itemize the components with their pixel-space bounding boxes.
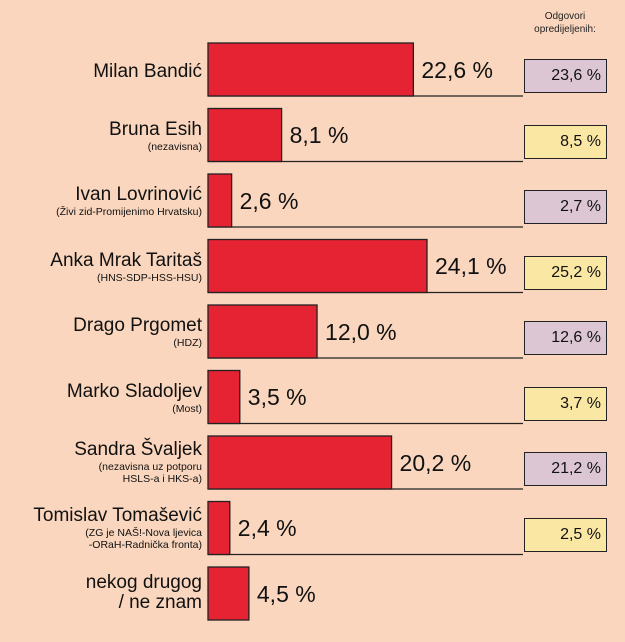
party-label-line: -ORaH-Radnička fronta) bbox=[88, 538, 202, 551]
bar bbox=[207, 107, 283, 163]
bar bbox=[207, 173, 233, 228]
value-label: 8,1 % bbox=[289, 122, 349, 148]
candidate-name: Tomislav Tomašević bbox=[33, 504, 202, 526]
party-label-line: (nezavisna uz potporu bbox=[98, 461, 202, 473]
value-label: 2,4 % bbox=[237, 515, 297, 541]
candidate-name: nekog drugog bbox=[85, 572, 202, 593]
decided-value-box: 12,6 % bbox=[524, 321, 607, 355]
party-label-line: (Most) bbox=[172, 402, 202, 415]
value-label: 24,1 % bbox=[435, 253, 507, 279]
decided-value-box: 2,7 % bbox=[524, 190, 607, 224]
party-label: (ZG je NAŠ!-Nova ljevica -ORaH-Radnička f… bbox=[85, 527, 202, 551]
party-label: (Most) bbox=[172, 403, 202, 415]
decided-value-box: 8,5 % bbox=[524, 124, 607, 159]
decided-value-box: 2,5 % bbox=[524, 517, 607, 552]
candidate-name: Marko Sladoljev bbox=[66, 380, 202, 402]
party-label-line: HSLS-a i HKS-a) bbox=[122, 473, 202, 485]
party-label: (HNS-SDP-HSS-HSU) bbox=[97, 272, 202, 284]
bar bbox=[207, 238, 428, 294]
value-label: 4,5 % bbox=[256, 580, 316, 607]
candidate-name-line-2: / ne znam bbox=[118, 592, 202, 613]
candidate-name: Drago Prgomet bbox=[73, 315, 202, 336]
candidate-name: Ivan Lovrinović bbox=[75, 184, 202, 205]
party-label-line: (HNS-SDP-HSS-HSU) bbox=[97, 271, 202, 284]
decided-value-box: 21,2 % bbox=[524, 452, 607, 486]
bar bbox=[207, 304, 318, 359]
bar bbox=[207, 42, 415, 97]
decided-answers-header: Odgovori opredijeljenih: bbox=[515, 10, 615, 36]
party-label-line: (HDZ) bbox=[173, 337, 202, 349]
party-label: (nezavisna uz potporu HSLS-a i HKS-a) bbox=[99, 461, 202, 485]
decided-value-box: 25,2 % bbox=[524, 255, 607, 290]
party-label: (Živi zid-Promijenimo Hrvatsku) bbox=[56, 206, 202, 218]
value-label: 20,2 % bbox=[399, 449, 472, 476]
bar bbox=[207, 369, 241, 425]
candidate-name: Bruna Esih bbox=[109, 118, 202, 140]
decided-value-box: 3,7 % bbox=[524, 386, 607, 421]
party-label: (HDZ) bbox=[173, 337, 202, 349]
header-line-1: Odgovori bbox=[544, 11, 586, 22]
bar bbox=[207, 500, 231, 556]
party-label-line: (Živi zid-Promijenimo Hrvatsku) bbox=[56, 206, 202, 218]
bar bbox=[207, 435, 393, 490]
value-label: 3,5 % bbox=[247, 384, 307, 410]
candidate-name: Milan Bandić bbox=[93, 61, 202, 82]
value-label: 22,6 % bbox=[421, 56, 493, 83]
party-label: (nezavisna) bbox=[148, 141, 202, 153]
party-label-line: (ZG je NAŠ!-Nova ljevica bbox=[85, 526, 202, 539]
value-label: 2,6 % bbox=[239, 187, 299, 214]
candidate-name: Sandra Švaljek bbox=[74, 439, 202, 460]
bar bbox=[207, 566, 250, 621]
header-line-2: opredijeljenih: bbox=[534, 24, 596, 35]
decided-value-box: 23,6 % bbox=[524, 59, 607, 93]
party-label-line: (nezavisna) bbox=[147, 140, 202, 153]
candidate-name: Anka Mrak Taritaš bbox=[50, 249, 202, 271]
value-label: 12,0 % bbox=[325, 318, 397, 345]
